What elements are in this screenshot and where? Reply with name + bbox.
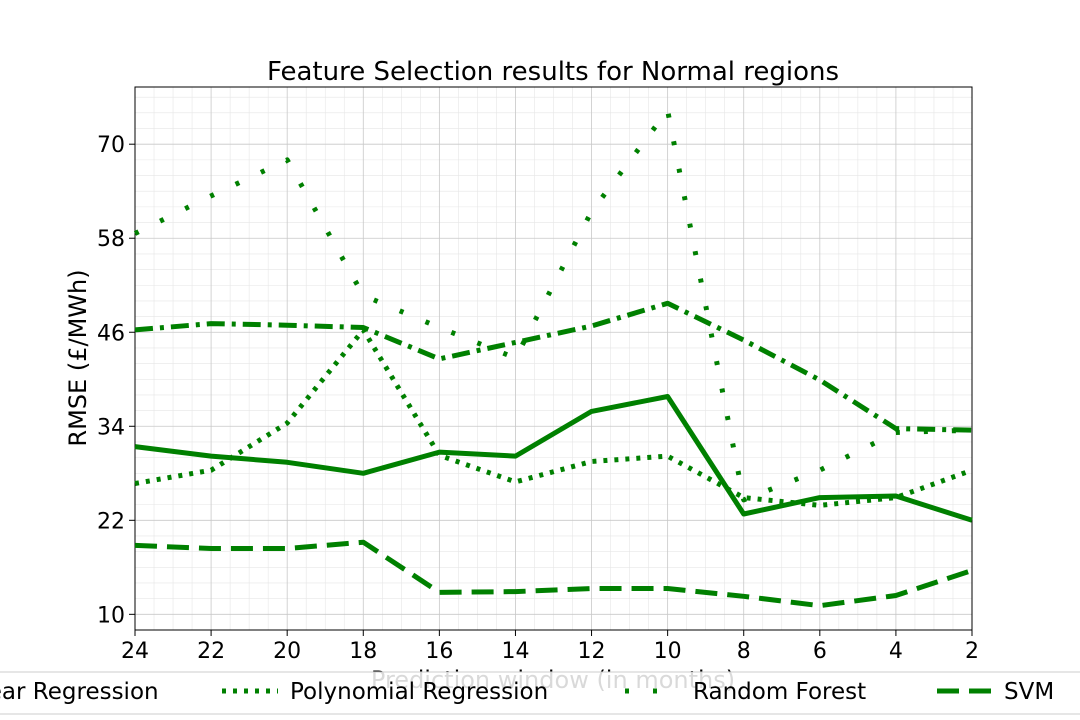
legend-label: Polynomial Regression (290, 679, 548, 705)
x-tick-label: 8 (737, 639, 751, 664)
x-tick-label: 18 (349, 639, 377, 664)
x-tick-label: 20 (273, 639, 301, 664)
y-tick-label: 70 (97, 133, 125, 158)
y-tick-label: 10 (97, 603, 125, 628)
y-tick-label: 58 (97, 227, 125, 252)
x-tick-label: 10 (654, 639, 682, 664)
y-axis-label: RMSE (£/MWh) (64, 269, 92, 446)
plot-frame (134, 86, 973, 631)
x-tick-label: 22 (197, 639, 225, 664)
x-tick-label: 12 (578, 639, 606, 664)
series-line (134, 394, 973, 523)
y-tick-label: 22 (97, 509, 125, 534)
y-tick-label: 46 (97, 321, 125, 346)
x-tick-label: 24 (121, 639, 149, 664)
y-tick-label: 34 (97, 415, 125, 440)
series-line (134, 539, 973, 609)
legend-label: Linear Regression (0, 679, 159, 705)
x-tick-label: 14 (501, 639, 529, 664)
legend-label: Random Forest (693, 679, 866, 705)
x-tick-label: 6 (813, 639, 827, 664)
series-line (134, 327, 973, 508)
legend-label: SVM (1004, 679, 1054, 705)
chart-title: Feature Selection results for Normal reg… (267, 57, 839, 87)
legend-box (0, 671, 1080, 715)
series-line (134, 300, 973, 433)
x-tick-label: 16 (425, 639, 453, 664)
x-tick-label: 2 (965, 639, 979, 664)
x-tick-label: 4 (889, 639, 903, 664)
